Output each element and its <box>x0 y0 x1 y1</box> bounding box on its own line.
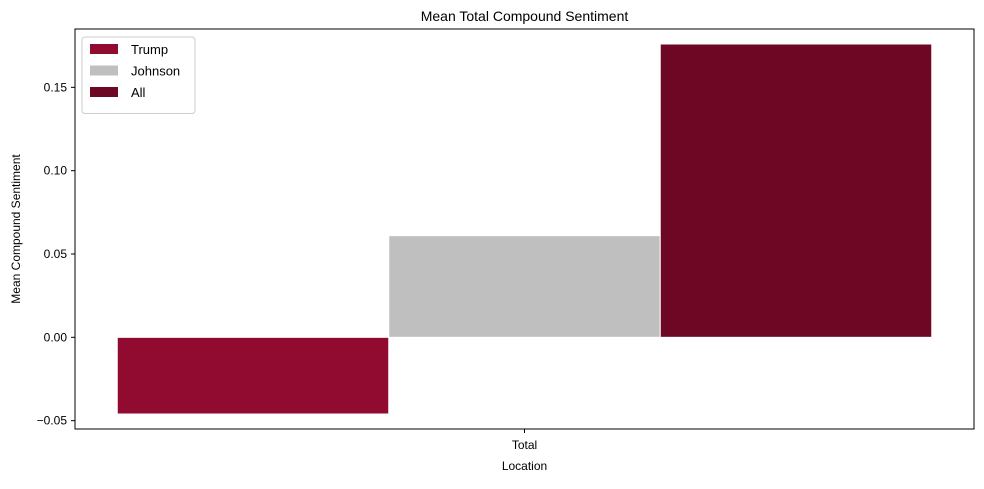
bars <box>116 43 933 415</box>
legend-swatch-all <box>90 87 118 97</box>
bar-trump-total <box>116 336 390 415</box>
y-tick-label: 0.15 <box>44 80 68 94</box>
legend-swatch-trump <box>90 44 118 54</box>
chart-title: Mean Total Compound Sentiment <box>421 8 629 24</box>
bar-all-total <box>659 43 933 338</box>
legend-label-trump: Trump <box>131 42 168 57</box>
x-axis: Total <box>512 429 537 452</box>
y-tick-label: 0.10 <box>44 164 68 178</box>
legend-label-all: All <box>131 85 146 100</box>
y-tick-label: −0.05 <box>37 414 68 428</box>
legend-label-johnson: Johnson <box>131 64 180 79</box>
legend-swatch-johnson <box>90 65 118 76</box>
bar-johnson-total <box>388 235 661 338</box>
y-tick-label: 0.05 <box>44 247 68 261</box>
y-axis-label: Mean Compound Sentiment <box>9 154 23 304</box>
legend: Trump Johnson All <box>81 36 196 114</box>
x-tick-label: Total <box>512 438 537 452</box>
y-axis: −0.05 0.00 0.05 0.10 0.15 <box>37 80 75 428</box>
x-axis-label: Location <box>502 459 547 473</box>
y-tick-label: 0.00 <box>44 330 68 344</box>
